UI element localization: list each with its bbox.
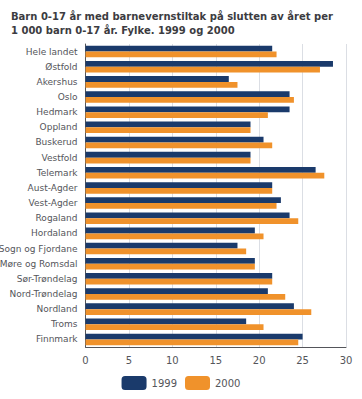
svg-text:1999: 1999 (152, 378, 177, 389)
svg-text:Rogaland: Rogaland (36, 213, 78, 223)
svg-text:Oslo: Oslo (58, 92, 78, 102)
svg-text:Troms: Troms (50, 319, 78, 329)
svg-text:Finnmark: Finnmark (36, 334, 78, 344)
svg-text:Møre og Romsdal: Møre og Romsdal (0, 259, 78, 269)
svg-text:25: 25 (296, 355, 309, 366)
svg-text:5: 5 (126, 355, 132, 366)
svg-text:Hedmark: Hedmark (36, 107, 78, 117)
svg-text:Hordaland: Hordaland (31, 228, 77, 238)
svg-text:Akershus: Akershus (36, 77, 77, 87)
svg-text:Nordland: Nordland (37, 304, 78, 314)
svg-text:2000: 2000 (215, 378, 240, 389)
svg-text:Sør-Trøndelag: Sør-Trøndelag (17, 274, 78, 284)
svg-text:20: 20 (253, 355, 266, 366)
svg-text:Oppland: Oppland (40, 122, 78, 132)
svg-text:Østfold: Østfold (45, 62, 77, 72)
svg-text:Nord-Trøndelag: Nord-Trøndelag (10, 289, 78, 299)
svg-text:Vestfold: Vestfold (41, 153, 77, 163)
svg-text:30: 30 (340, 355, 353, 366)
svg-text:Aust-Agder: Aust-Agder (28, 183, 78, 193)
svg-text:1 000 barn 0-17 år. Fylke. 199: 1 000 barn 0-17 år. Fylke. 1999 og 2000 (11, 24, 235, 36)
svg-text:Buskerud: Buskerud (35, 137, 77, 147)
svg-text:15: 15 (209, 355, 222, 366)
svg-text:Sogn og Fjordane: Sogn og Fjordane (0, 244, 78, 254)
svg-text:Hele landet: Hele landet (26, 47, 78, 57)
svg-text:Barn 0-17 år med barnevernstil: Barn 0-17 år med barnevernstiltak på slu… (11, 10, 333, 22)
svg-text:Telemark: Telemark (36, 168, 79, 178)
svg-text:0: 0 (82, 355, 88, 366)
svg-text:10: 10 (166, 355, 179, 366)
svg-text:Vest-Agder: Vest-Agder (28, 198, 77, 208)
